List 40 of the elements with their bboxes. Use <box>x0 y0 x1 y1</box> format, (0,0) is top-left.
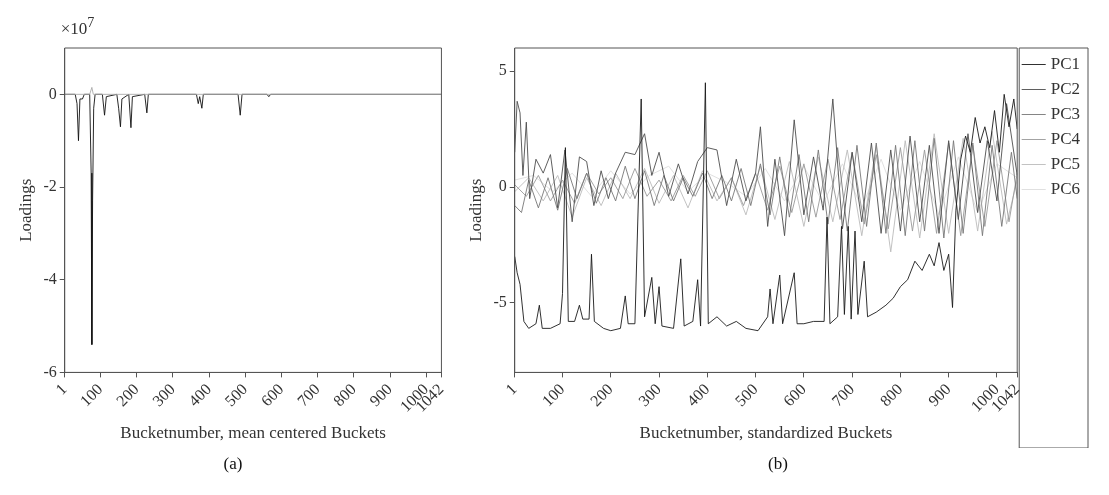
text: (a) <box>222 454 244 474</box>
legend-label: PC2 <box>1050 78 1080 98</box>
x-tick-label: 200 <box>112 380 142 410</box>
y-tick-label: 0 <box>498 177 507 195</box>
legend-label: PC4 <box>1050 128 1081 148</box>
x-tick-label: 900 <box>366 380 396 410</box>
y-tick-label: 5 <box>498 61 507 79</box>
x-tick-label: 300 <box>635 380 665 410</box>
legend-label: PC6 <box>1050 178 1080 198</box>
y-tick-label: -5 <box>493 293 507 311</box>
x-tick-label: 800 <box>329 380 359 410</box>
x-tick-label: 800 <box>876 380 906 410</box>
legend-label: PC1 <box>1050 53 1080 73</box>
x-tick-label: 600 <box>779 380 809 410</box>
x-tick-label: 700 <box>828 380 858 410</box>
y-tick-label: -6 <box>43 362 57 380</box>
x-tick-label: 500 <box>731 380 761 410</box>
x-tick-label: 700 <box>293 380 323 410</box>
y-axis-title: Loadings <box>465 178 485 242</box>
x-tick-label: 1 <box>502 380 520 398</box>
x-tick-label: 900 <box>924 380 954 410</box>
x-tick-label: 300 <box>149 380 179 410</box>
y-axis-title: Loadings <box>15 178 35 242</box>
text: ×10$^{7}$ <box>60 14 95 39</box>
y-tick-label: 0 <box>48 84 57 102</box>
x-axis-title: Bucketnumber, standardized Buckets <box>639 423 893 443</box>
x-tick-label: 400 <box>683 380 713 410</box>
y-tick-label: -4 <box>43 269 57 287</box>
x-tick-label: 400 <box>185 380 215 410</box>
x-tick-label: 500 <box>221 380 251 410</box>
y-tick-label: -2 <box>43 177 57 195</box>
x-tick-label: 100 <box>76 380 106 410</box>
x-tick-label: 1 <box>52 380 70 398</box>
legend-label: PC5 <box>1050 153 1080 173</box>
text: (b) <box>767 454 789 474</box>
x-tick-label: 600 <box>257 380 287 410</box>
legend-label: PC3 <box>1050 103 1080 123</box>
x-axis-title: Bucketnumber, mean centered Buckets <box>120 423 386 443</box>
x-tick-label: 100 <box>538 380 568 410</box>
x-tick-label: 200 <box>586 380 616 410</box>
